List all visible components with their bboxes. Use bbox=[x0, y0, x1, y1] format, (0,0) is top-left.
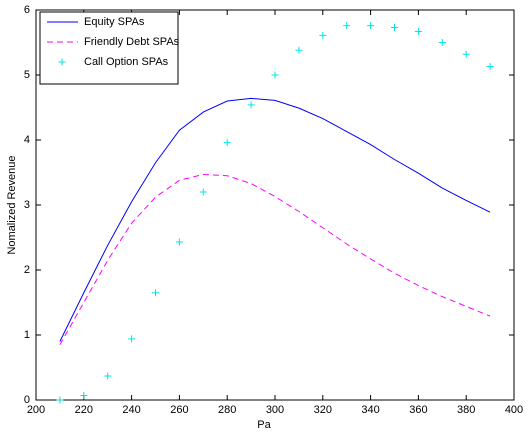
data-point bbox=[271, 71, 279, 79]
y-tick-label: 4 bbox=[24, 134, 30, 146]
y-tick-label: 5 bbox=[24, 69, 30, 81]
x-tick-label: 360 bbox=[409, 404, 427, 416]
data-point bbox=[343, 22, 351, 30]
data-point bbox=[391, 24, 398, 32]
data-point bbox=[80, 391, 88, 399]
data-point bbox=[295, 46, 303, 54]
legend-swatch bbox=[58, 58, 66, 66]
y-tick-label: 3 bbox=[24, 199, 30, 211]
data-point bbox=[486, 63, 494, 71]
legend-label: Call Option SPAs bbox=[84, 56, 169, 68]
x-tick-label: 380 bbox=[457, 404, 475, 416]
y-tick-label: 0 bbox=[24, 394, 30, 406]
data-point bbox=[56, 396, 64, 404]
data-point bbox=[247, 101, 255, 109]
y-tick-label: 1 bbox=[24, 329, 30, 341]
data-point bbox=[128, 335, 136, 343]
data-point bbox=[367, 22, 375, 30]
y-axis-label: Nomalized Revenue bbox=[6, 155, 18, 254]
x-tick-label: 220 bbox=[75, 404, 93, 416]
data-point bbox=[319, 31, 327, 39]
series-line bbox=[59, 97, 491, 342]
series-line bbox=[59, 173, 491, 345]
x-tick-label: 240 bbox=[122, 404, 140, 416]
y-tick-label: 2 bbox=[24, 264, 30, 276]
y-tick-label: 6 bbox=[24, 4, 30, 16]
x-axis-label: Pa bbox=[257, 419, 271, 431]
data-point bbox=[414, 27, 422, 35]
data-point bbox=[175, 238, 183, 246]
legend-label: Equity SPAs bbox=[84, 16, 145, 28]
x-tick-label: 280 bbox=[218, 404, 236, 416]
legend-box bbox=[39, 11, 179, 85]
data-point bbox=[152, 289, 159, 297]
legend-label: Friendly Debt SPAs bbox=[84, 36, 180, 48]
x-tick-label: 400 bbox=[505, 404, 523, 416]
x-tick-label: 320 bbox=[314, 404, 332, 416]
data-point bbox=[104, 372, 112, 380]
x-tick-label: 300 bbox=[266, 404, 284, 416]
x-tick-label: 340 bbox=[361, 404, 379, 416]
data-point bbox=[462, 50, 470, 58]
data-point bbox=[438, 39, 446, 46]
x-tick-label: 200 bbox=[27, 404, 45, 416]
x-tick-label: 260 bbox=[170, 404, 188, 416]
data-point bbox=[223, 139, 231, 147]
data-point bbox=[199, 188, 207, 196]
